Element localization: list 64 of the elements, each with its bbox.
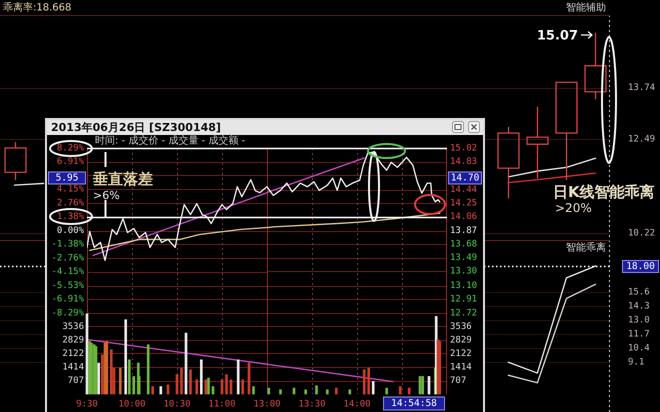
x-tick-label: 13:30 (298, 400, 326, 410)
y-tick-label: 14.44 (450, 184, 478, 195)
y-tick-label: 10.4 (628, 344, 650, 354)
y-tick-label: 2829 (62, 335, 84, 346)
x-tick-label: 10:00 (118, 400, 146, 410)
y-tick-label: -2.76% (51, 253, 85, 264)
y-tick-label: 3536 (62, 322, 84, 332)
annotation: 15.07 (536, 28, 578, 44)
chart-subtitle: 时间: - 成交价 - 成交量 - 成交额 - (95, 134, 246, 147)
annotation: 14.70 (450, 172, 480, 184)
y-tick-label: -5.53% (51, 280, 85, 291)
annotation: 日K线智能乖离 (553, 182, 655, 201)
y-tick-label: -4.15% (51, 267, 85, 278)
y-tick-label: 707 (450, 376, 466, 386)
y-tick-label: 13.49 (450, 253, 478, 264)
y-tick-label: 2122 (450, 348, 472, 359)
annotation: >20% (555, 201, 592, 216)
y-tick-label: 2829 (450, 335, 472, 346)
y-tick-label: 15.02 (450, 143, 478, 154)
y-tick-label: -1.38% (51, 240, 85, 250)
y-tick-label: 1.38% (56, 212, 85, 222)
y-tick-label: 13.30 (450, 266, 478, 277)
y-tick-label: 14.25 (450, 198, 478, 209)
annotation: 14:54:58 (391, 398, 438, 409)
x-tick-label: 9:30 (76, 400, 98, 410)
y-tick-label: 6.91% (56, 157, 85, 168)
y-tick-label: -6.91% (51, 294, 85, 305)
y-tick-label: 13.87 (450, 226, 478, 236)
y-tick-label: -8.29% (51, 308, 85, 318)
y-tick-label: 14.83 (450, 156, 478, 167)
y-tick-label: 2.76% (56, 198, 85, 208)
y-tick-label: 9.1 (628, 358, 644, 368)
y-tick-label: 1414 (62, 362, 84, 372)
y-tick-label: 12.72 (450, 308, 478, 318)
y-tick-label: 3536 (450, 322, 472, 332)
y-tick-label: 15.6 (628, 287, 650, 298)
y-tick-label: 13.74 (628, 83, 656, 94)
y-tick-label: 4.15% (56, 184, 85, 195)
y-tick-label: 13.68 (450, 239, 478, 250)
y-tick-label: 13.10 (450, 281, 478, 292)
x-tick-label: 13:00 (253, 400, 281, 410)
y-tick-label: 12.49 (628, 134, 656, 145)
y-tick-label: 14.06 (450, 212, 478, 222)
text: 乖离率:18.668 (3, 2, 72, 14)
y-tick-label: 0.00% (56, 226, 85, 236)
y-tick-label: 2122 (62, 348, 84, 359)
x-tick-label: 14:00 (343, 400, 371, 410)
y-tick-label: 1414 (450, 362, 472, 372)
annotation: 垂直落差 (92, 170, 153, 188)
y-tick-label: 12.91 (450, 294, 478, 305)
y-tick-label: 13.0 (628, 315, 650, 326)
text: 智能辅助 (566, 2, 606, 14)
chart-title: 智能乖离 (566, 242, 606, 254)
y-tick-label: 8.29% (56, 143, 85, 154)
y-tick-label: 14.3 (628, 301, 650, 312)
y-tick-label: 11.7 (628, 329, 650, 340)
chart-title: 2013年06月26日 [SZ300148] (51, 120, 221, 135)
annotation: 5.95 (56, 172, 78, 184)
annotation: >6% (93, 188, 120, 202)
y-tick-label: 707 (68, 376, 84, 386)
x-tick-label: 11:00 (208, 400, 236, 410)
ref-line-label: 18.00 (626, 260, 656, 272)
x-tick-label: 10:30 (163, 400, 191, 410)
y-tick-label: 10.22 (628, 228, 656, 238)
